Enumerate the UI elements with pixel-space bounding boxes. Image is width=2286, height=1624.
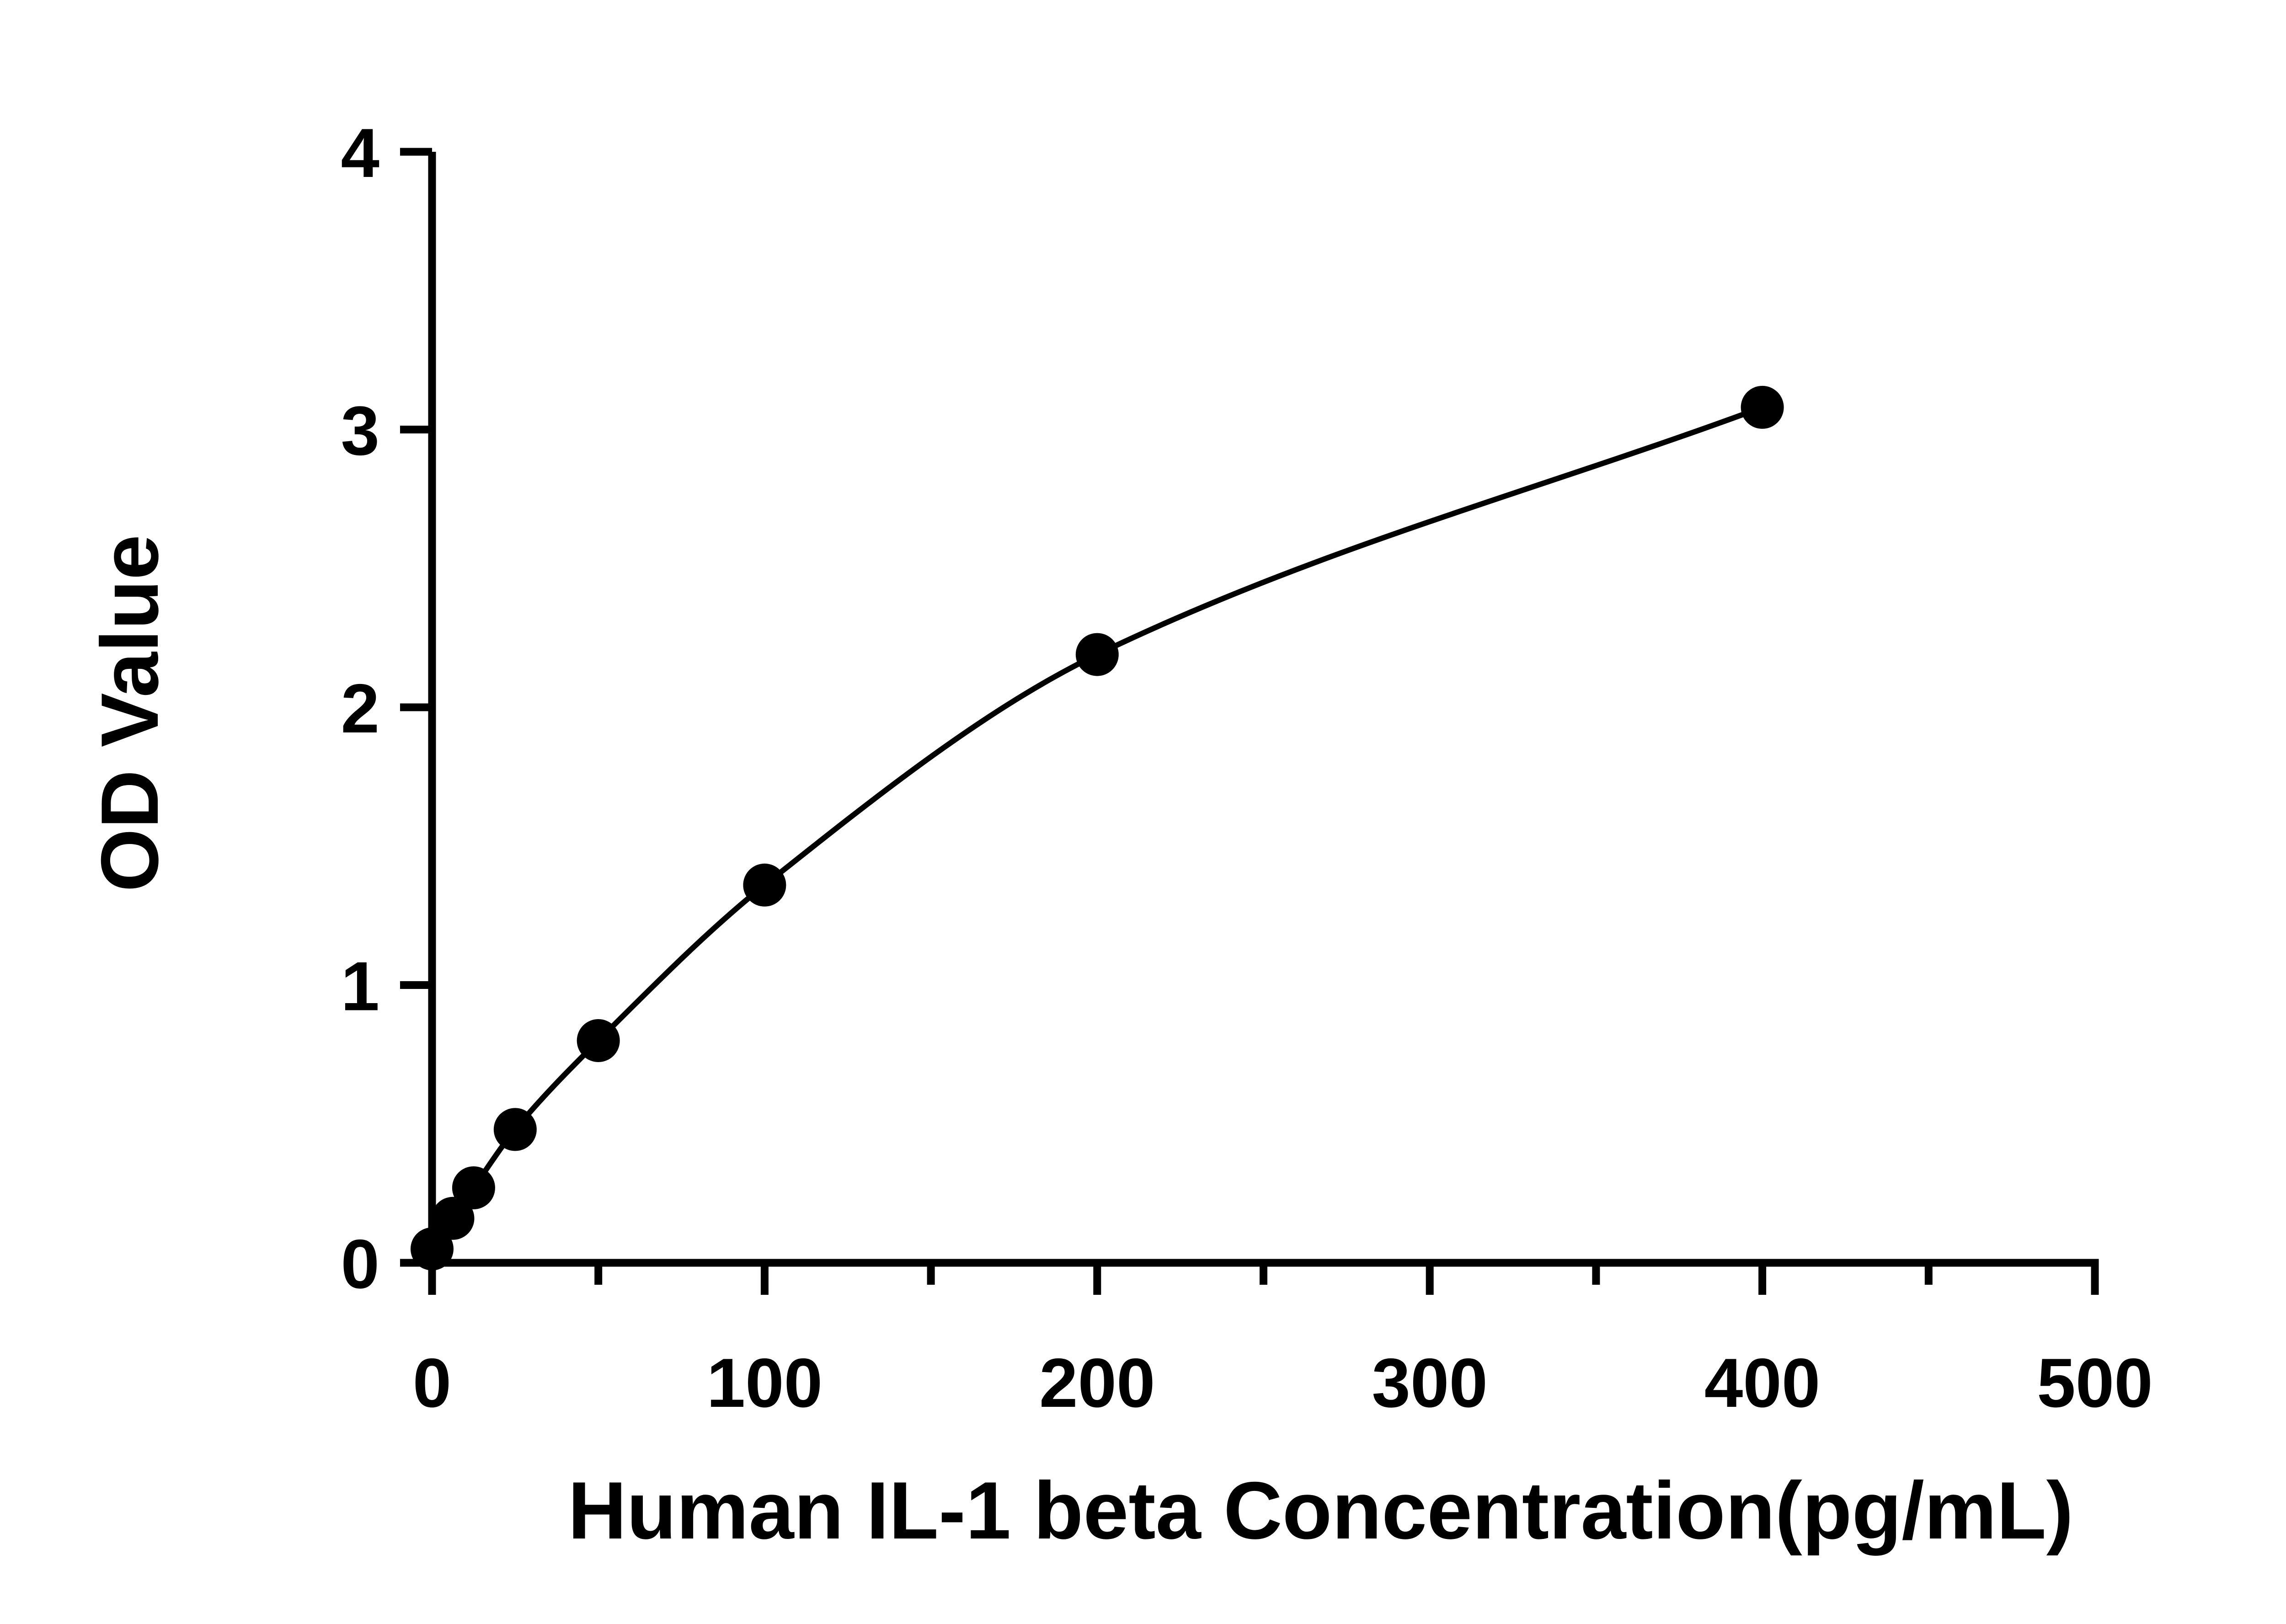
- data-point: [743, 863, 786, 907]
- x-tick-label: 400: [1704, 1344, 1821, 1422]
- data-point: [411, 1227, 454, 1271]
- fit-curve-group: [429, 404, 1765, 1252]
- data-point: [1741, 385, 1784, 429]
- y-tick-label: 0: [341, 1225, 379, 1303]
- x-tick-label: 0: [413, 1344, 452, 1422]
- y-tick-label: 1: [341, 948, 379, 1026]
- x-tick-label: 500: [2037, 1344, 2153, 1422]
- data-point: [577, 1019, 620, 1062]
- data-points-group: [411, 385, 1784, 1271]
- data-point: [452, 1166, 495, 1209]
- y-axis-title: OD Value: [84, 534, 175, 892]
- x-tick-label: 100: [707, 1344, 823, 1422]
- data-point: [493, 1108, 537, 1151]
- x-axis-title: Human IL-1 beta Concentration(pg/mL): [568, 1465, 2073, 1556]
- x-tick-label: 200: [1039, 1344, 1155, 1422]
- x-tick-label: 300: [1372, 1344, 1488, 1422]
- fit-curve-line: [429, 404, 1765, 1252]
- y-tick-label: 4: [341, 114, 379, 192]
- data-point: [1075, 633, 1119, 676]
- y-tick-label: 2: [341, 670, 379, 748]
- labels-group: Human IL-1 beta Concentration(pg/mL) OD …: [84, 114, 2153, 1556]
- data-point: [431, 1197, 475, 1240]
- y-tick-label: 3: [341, 392, 379, 470]
- axes: [400, 148, 2099, 1295]
